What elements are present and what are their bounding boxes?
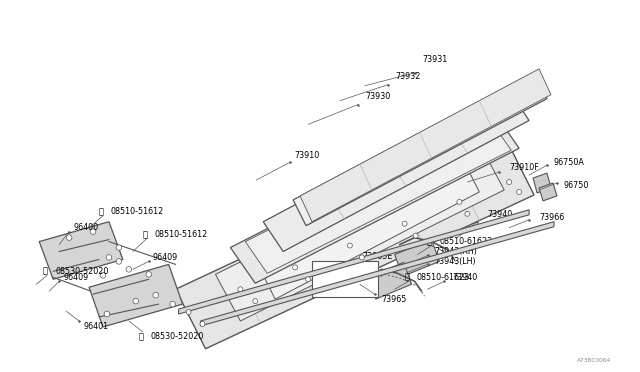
Polygon shape <box>255 152 479 299</box>
Text: 96400: 96400 <box>73 223 98 232</box>
Circle shape <box>116 245 122 250</box>
Text: 08530-52020: 08530-52020 <box>151 332 204 341</box>
Circle shape <box>133 298 139 304</box>
Circle shape <box>126 267 132 272</box>
Text: Ⓢ: Ⓢ <box>427 237 432 246</box>
Circle shape <box>402 221 407 226</box>
Polygon shape <box>539 183 557 201</box>
Polygon shape <box>293 73 547 226</box>
Circle shape <box>200 321 205 327</box>
Text: 73940: 73940 <box>452 273 477 282</box>
Circle shape <box>153 292 159 298</box>
Text: 96750: 96750 <box>564 180 589 189</box>
Polygon shape <box>230 113 519 283</box>
Circle shape <box>67 235 72 240</box>
Circle shape <box>90 229 96 234</box>
Polygon shape <box>89 264 182 327</box>
Text: 08510-61623: 08510-61623 <box>440 237 493 246</box>
Text: 73965: 73965 <box>381 295 407 304</box>
Text: 73966: 73966 <box>539 213 564 222</box>
Circle shape <box>253 299 258 304</box>
Circle shape <box>104 311 109 317</box>
Polygon shape <box>368 262 412 299</box>
Text: 73940: 73940 <box>487 210 513 219</box>
Text: 08510-51612: 08510-51612 <box>155 230 208 239</box>
Polygon shape <box>312 262 378 297</box>
Text: 73932: 73932 <box>396 72 421 81</box>
Text: 96401: 96401 <box>83 323 108 331</box>
Text: 96750A: 96750A <box>554 158 585 167</box>
Polygon shape <box>395 240 440 276</box>
Circle shape <box>413 233 418 238</box>
Circle shape <box>292 265 298 270</box>
Text: 73910: 73910 <box>294 151 319 160</box>
Circle shape <box>359 255 364 260</box>
Text: 08530-52020: 08530-52020 <box>55 267 109 276</box>
Text: Ⓢ: Ⓢ <box>43 267 48 276</box>
Text: 08510-51612: 08510-51612 <box>111 207 164 216</box>
Circle shape <box>457 199 462 204</box>
Polygon shape <box>200 222 554 326</box>
Circle shape <box>170 301 175 307</box>
Circle shape <box>465 211 470 216</box>
Text: 73965E: 73965E <box>363 252 393 261</box>
Circle shape <box>238 287 243 292</box>
Text: 08510-61623: 08510-61623 <box>417 273 470 282</box>
Circle shape <box>100 273 106 278</box>
Text: 96409: 96409 <box>63 273 88 282</box>
Circle shape <box>516 189 522 195</box>
Text: Ⓢ: Ⓢ <box>138 332 143 341</box>
Text: 96409: 96409 <box>153 253 178 262</box>
Text: A738C0064: A738C0064 <box>577 358 611 363</box>
Text: 73910F: 73910F <box>509 163 539 171</box>
Polygon shape <box>39 222 123 279</box>
Circle shape <box>116 259 122 264</box>
Circle shape <box>106 255 112 260</box>
Polygon shape <box>300 69 551 222</box>
Text: 73943(LH): 73943(LH) <box>435 257 476 266</box>
Text: Ⓢ: Ⓢ <box>99 207 104 216</box>
Circle shape <box>186 310 191 315</box>
Polygon shape <box>216 143 504 321</box>
Polygon shape <box>533 173 551 193</box>
Text: Ⓢ: Ⓢ <box>404 273 409 282</box>
Circle shape <box>507 180 511 185</box>
Circle shape <box>305 277 310 282</box>
Text: 73930: 73930 <box>366 92 391 101</box>
Polygon shape <box>179 210 529 314</box>
Text: 73942(RH): 73942(RH) <box>435 247 477 256</box>
Circle shape <box>146 272 152 277</box>
Polygon shape <box>245 119 511 273</box>
Polygon shape <box>175 135 534 349</box>
Circle shape <box>348 243 353 248</box>
Text: Ⓢ: Ⓢ <box>142 230 147 239</box>
Text: 73931: 73931 <box>422 55 448 64</box>
Polygon shape <box>263 91 529 251</box>
